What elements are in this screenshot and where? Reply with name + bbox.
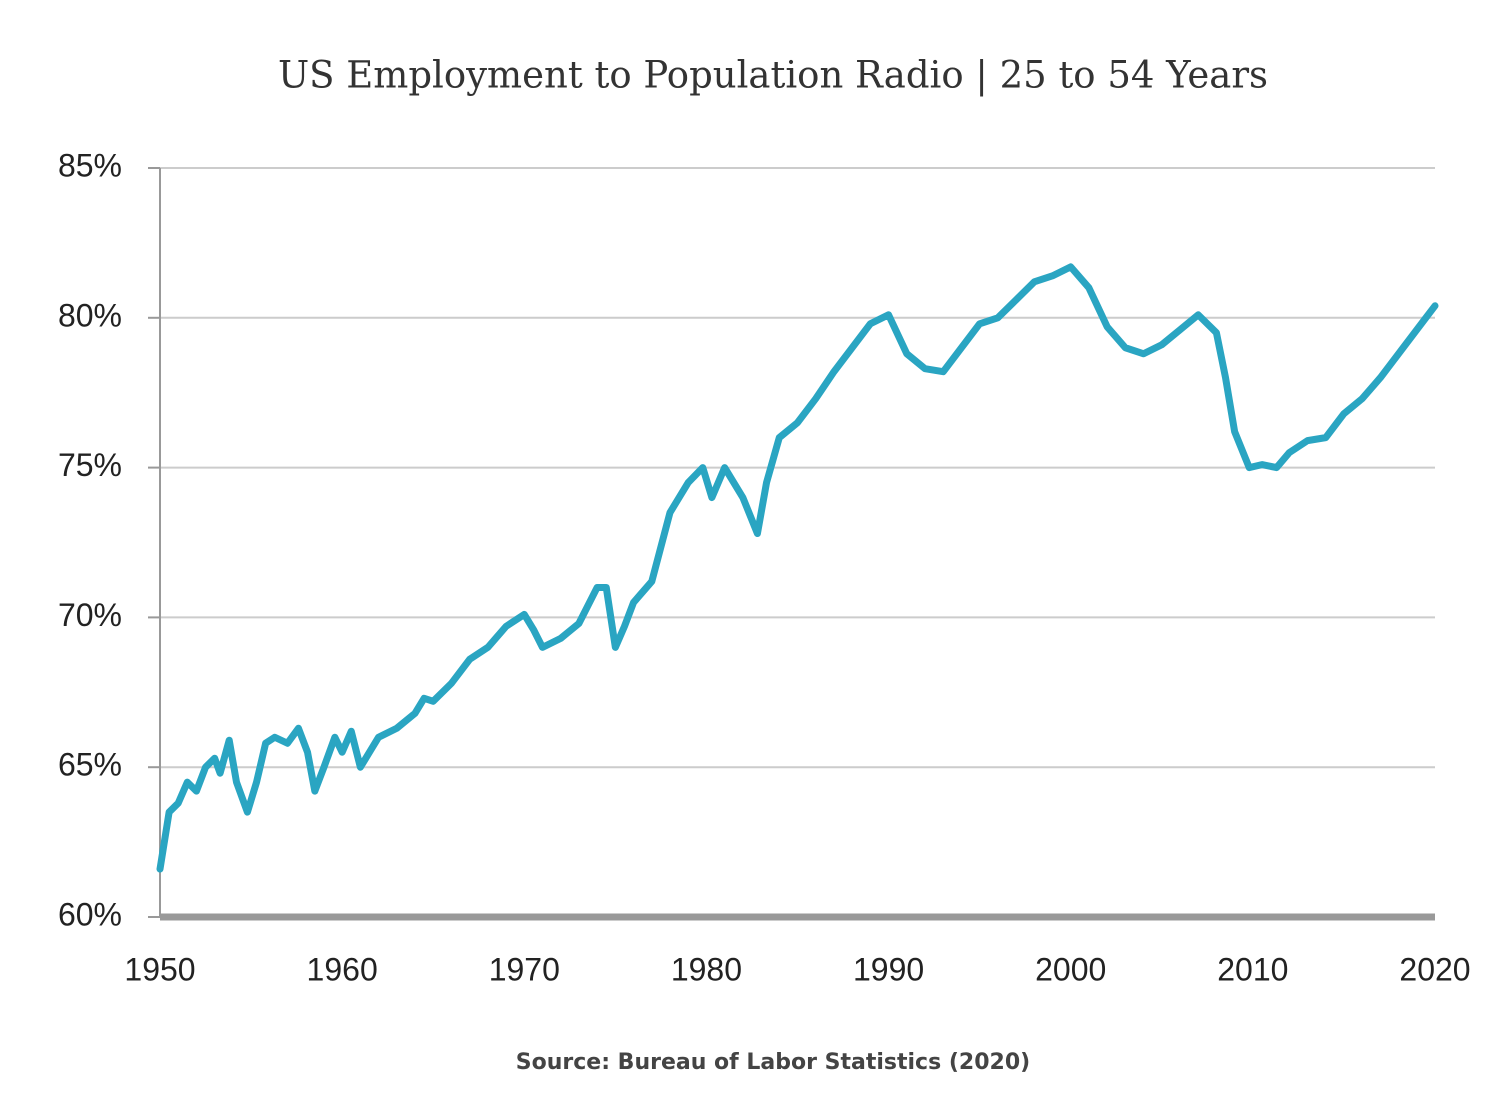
x-tick-label: 1980 xyxy=(671,951,742,987)
x-tick-label: 1950 xyxy=(124,951,195,987)
source: Source: Bureau of Labor Statistics (2020… xyxy=(516,1050,1030,1075)
x-tick-label: 1960 xyxy=(307,951,378,987)
x-tick-label: 2020 xyxy=(1399,951,1470,987)
line xyxy=(156,263,1439,873)
chart-title: US Employment to Population Radio | 25 t… xyxy=(278,54,1268,97)
y-tick-label: 75% xyxy=(58,447,122,483)
x-tick-label: 2000 xyxy=(1035,951,1106,987)
y-tick-label: 60% xyxy=(58,896,122,932)
y-tick-label: 70% xyxy=(58,597,122,633)
y-tick-label: 80% xyxy=(58,297,122,333)
y-tick-label: 65% xyxy=(58,747,122,783)
x-tick-label: 1990 xyxy=(853,951,924,987)
x-tick-label: 2010 xyxy=(1217,951,1288,987)
x-tick-label: 1970 xyxy=(489,951,560,987)
y-tick-label: 85% xyxy=(58,147,122,183)
